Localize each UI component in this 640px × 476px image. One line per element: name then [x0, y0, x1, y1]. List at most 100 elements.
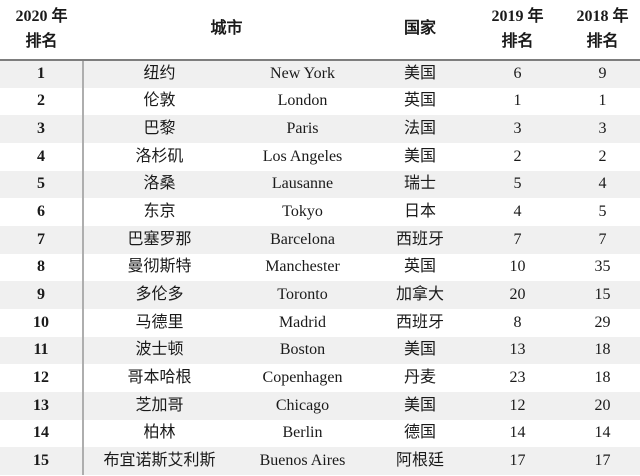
table-row: 4 洛杉矶 Los Angeles 美国 2 2: [0, 142, 640, 171]
table-row: 5 洛桑 Lausanne 瑞士 5 4: [0, 170, 640, 199]
cell-2018-rank: 18: [594, 369, 611, 387]
cell-city-cn: 伦敦: [143, 92, 176, 110]
table-header: 2020 年 排名 城市 国家 2019 年 排名 2018 年 排名: [0, 0, 640, 61]
cell-city-cn: 芝加哥: [135, 396, 184, 414]
cell-country: 加拿大: [396, 286, 445, 304]
table-row: 8 曼彻斯特 Manchester 英国 10 35: [0, 253, 640, 282]
cell-city-en: New York: [270, 65, 335, 83]
cell-2020-rank: 1: [0, 60, 84, 88]
cell-city-cn: 波士顿: [135, 341, 184, 359]
cell-city-en: Lausanne: [271, 175, 334, 193]
table-row: 10 马德里 Madrid 西班牙 8 29: [0, 308, 640, 337]
cell-2020-rank: 9: [0, 281, 84, 309]
cell-2018-rank: 35: [594, 258, 611, 276]
cell-2020-rank: 4: [0, 142, 84, 171]
cell-city-cn: 马德里: [135, 313, 184, 331]
cell-2019-rank: 10: [509, 258, 526, 276]
table-row: 15 布宜诺斯艾利斯 Buenos Aires 阿根廷 17 17: [0, 447, 640, 475]
cell-2020-rank: 7: [0, 225, 84, 254]
cell-2020-rank: 12: [0, 364, 84, 392]
cell-2018-rank: 1: [598, 92, 607, 110]
cell-2019-rank: 5: [513, 175, 522, 193]
cell-2020-rank: 8: [0, 253, 84, 282]
cell-2018-rank: 18: [594, 341, 611, 359]
header-country: 国家: [370, 0, 471, 61]
table-row: 14 柏林 Berlin 德国 14 14: [0, 419, 640, 448]
cell-2020-rank: 14: [0, 419, 84, 448]
cell-2020-rank: 11: [0, 336, 84, 365]
cell-city-en: London: [277, 92, 328, 110]
cell-2019-rank: 7: [513, 230, 522, 248]
cell-2020-rank: 6: [0, 198, 84, 226]
cell-2018-rank: 3: [598, 120, 607, 138]
cell-2019-rank: 13: [509, 341, 526, 359]
cell-country: 西班牙: [396, 313, 445, 331]
cell-city-en: Boston: [279, 341, 326, 359]
cell-city-en: Madrid: [278, 313, 327, 331]
table-row: 2 伦敦 London 英国 1 1: [0, 87, 640, 116]
cell-city-cn: 巴塞罗那: [127, 230, 192, 248]
table-row: 9 多伦多 Toronto 加拿大 20 15: [0, 281, 640, 309]
table-row: 6 东京 Tokyo 日本 4 5: [0, 198, 640, 226]
cell-country: 阿根廷: [396, 452, 445, 470]
cell-city-cn: 哥本哈根: [127, 369, 192, 387]
cell-country: 美国: [404, 341, 437, 359]
cell-city-en: Manchester: [265, 258, 340, 276]
cell-2019-rank: 1: [513, 92, 522, 110]
cell-2020-rank: 10: [0, 308, 84, 337]
cell-city-en: Berlin: [282, 424, 323, 442]
cell-2020-rank: 13: [0, 391, 84, 420]
table-row: 1 纽约 New York 美国 6 9: [0, 60, 640, 88]
header-2019-rank: 2019 年 排名: [470, 0, 566, 61]
cell-country: 英国: [404, 258, 437, 276]
table-row: 13 芝加哥 Chicago 美国 12 20: [0, 391, 640, 420]
cell-country: 美国: [404, 65, 437, 83]
header-2020-rank: 2020 年 排名: [0, 0, 83, 61]
cell-2018-rank: 14: [594, 424, 611, 442]
cell-city-en: Toronto: [277, 286, 328, 304]
cell-city-en: Chicago: [275, 396, 330, 414]
cell-city-en: Barcelona: [270, 230, 335, 248]
table-row: 12 哥本哈根 Copenhagen 丹麦 23 18: [0, 364, 640, 392]
cell-2019-rank: 4: [513, 203, 522, 221]
cell-2019-rank: 14: [509, 424, 526, 442]
cell-country: 丹麦: [404, 369, 437, 387]
cell-city-cn: 多伦多: [135, 286, 184, 304]
cell-2019-rank: 8: [513, 313, 522, 331]
cell-city-cn: 巴黎: [143, 120, 176, 138]
cell-country: 西班牙: [396, 230, 445, 248]
table-row: 3 巴黎 Paris 法国 3 3: [0, 115, 640, 143]
table-row: 11 波士顿 Boston 美国 13 18: [0, 336, 640, 365]
cell-2020-rank: 15: [0, 447, 84, 475]
table-row: 7 巴塞罗那 Barcelona 西班牙 7 7: [0, 225, 640, 254]
cell-country: 瑞士: [404, 175, 437, 193]
header-city: 城市: [83, 0, 371, 61]
cell-city-en: Copenhagen: [262, 369, 343, 387]
cell-2019-rank: 17: [509, 452, 526, 470]
cell-city-cn: 布宜诺斯艾利斯: [103, 452, 216, 470]
cell-country: 英国: [404, 92, 437, 110]
cell-2018-rank: 15: [594, 286, 611, 304]
cell-2018-rank: 9: [598, 65, 607, 83]
cell-country: 美国: [404, 147, 437, 165]
cell-2019-rank: 12: [509, 396, 526, 414]
cell-city-cn: 东京: [143, 203, 176, 221]
cell-country: 法国: [404, 120, 437, 138]
cell-country: 美国: [404, 396, 437, 414]
cell-2018-rank: 5: [598, 203, 607, 221]
cell-2019-rank: 6: [513, 65, 522, 83]
cell-country: 日本: [404, 203, 437, 221]
cell-2020-rank: 5: [0, 170, 84, 199]
cell-2018-rank: 20: [594, 396, 611, 414]
header-2018-rank: 2018 年 排名: [565, 0, 640, 61]
table-body: 1 纽约 New York 美国 6 9 2 伦敦 London 英国 1 1 …: [0, 60, 640, 475]
cell-2018-rank: 2: [598, 147, 607, 165]
cell-city-en: Paris: [286, 120, 319, 138]
cell-city-en: Buenos Aires: [259, 452, 346, 470]
cell-2018-rank: 29: [594, 313, 611, 331]
cell-2020-rank: 2: [0, 87, 84, 116]
header-row: 2020 年 排名 城市 国家 2019 年 排名 2018 年 排名: [0, 0, 640, 61]
cell-city-cn: 洛杉矶: [135, 147, 184, 165]
cell-city-cn: 纽约: [143, 65, 176, 83]
